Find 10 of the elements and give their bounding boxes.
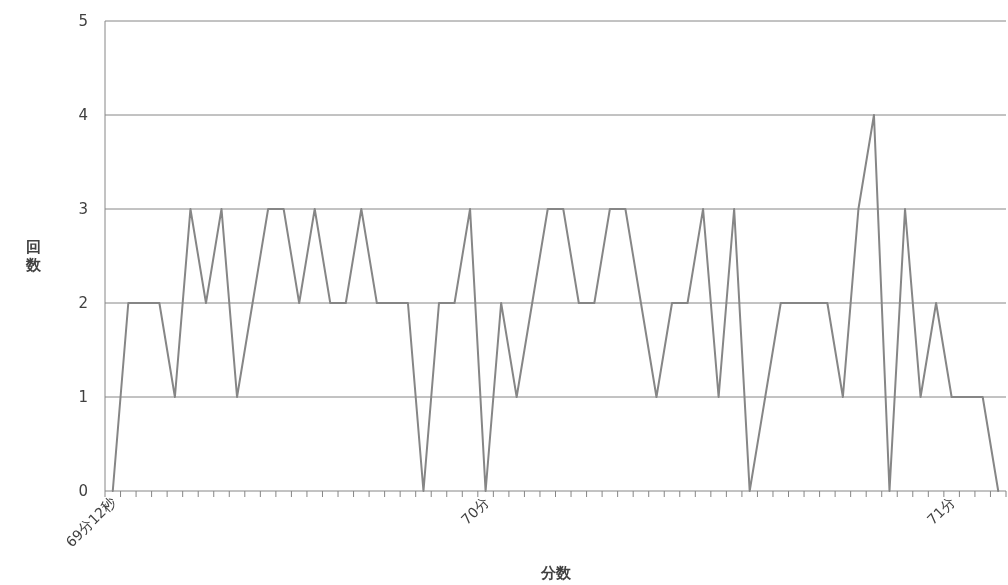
y-tick-label: 2 <box>78 294 88 312</box>
y-tick-label: 4 <box>78 106 88 124</box>
y-axis-title: 回数 <box>24 238 42 274</box>
y-tick-label: 0 <box>78 482 88 500</box>
x-axis-title: 分数 <box>539 564 572 582</box>
y-tick-label: 5 <box>78 12 88 30</box>
x-tick-label: 70分 <box>457 493 492 528</box>
x-tick-label: 71分 <box>923 493 958 528</box>
y-tick-label: 3 <box>78 200 88 218</box>
y-tick-label: 1 <box>78 388 88 406</box>
